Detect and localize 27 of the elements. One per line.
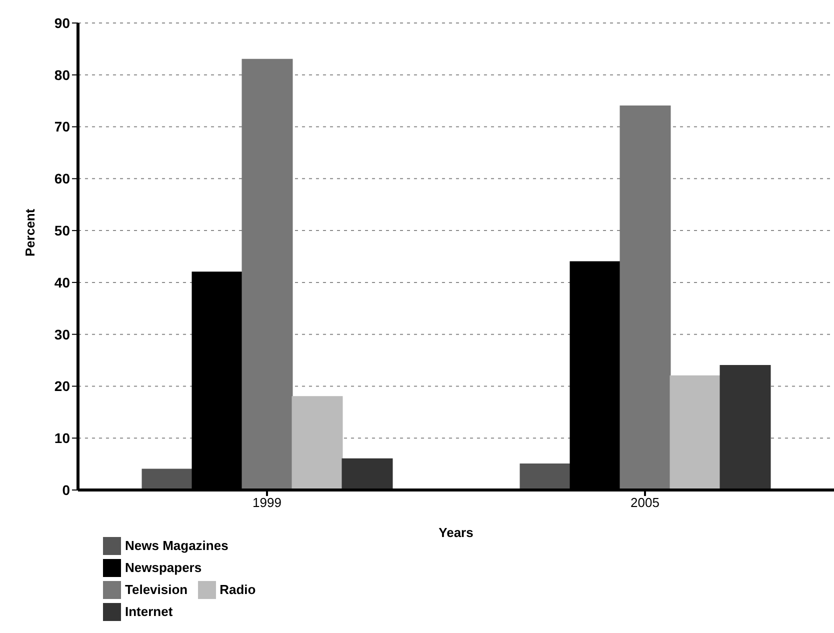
y-axis-title: Percent [22,208,38,256]
x-tick-label: 2005 [630,495,660,510]
legend-label: Internet [125,604,173,619]
legend-label: Radio [220,582,256,597]
bar [620,106,671,490]
bar [520,464,571,490]
bar [342,458,393,490]
y-tick-label: 40 [54,274,70,290]
x-tick-label: 1999 [252,495,282,510]
bar [292,396,343,490]
y-tick-label: 70 [54,118,70,135]
y-tick-label: 10 [54,430,70,446]
y-tick-label: 20 [54,378,70,394]
legend-label: Newspapers [125,560,202,575]
bar [242,58,293,490]
y-tick-label: 90 [54,14,70,31]
y-tick-label: 0 [62,482,70,498]
x-axis-title: Years [438,525,474,540]
bar [142,468,193,490]
y-tick-label: 60 [54,170,70,187]
y-tick-label: 50 [54,222,70,239]
legend-label: News Magazines [125,538,228,553]
bar [720,364,771,490]
bar [670,375,721,490]
y-tick-label: 80 [54,66,70,83]
legend-label: Television [125,582,188,597]
y-tick-label: 30 [54,326,70,342]
